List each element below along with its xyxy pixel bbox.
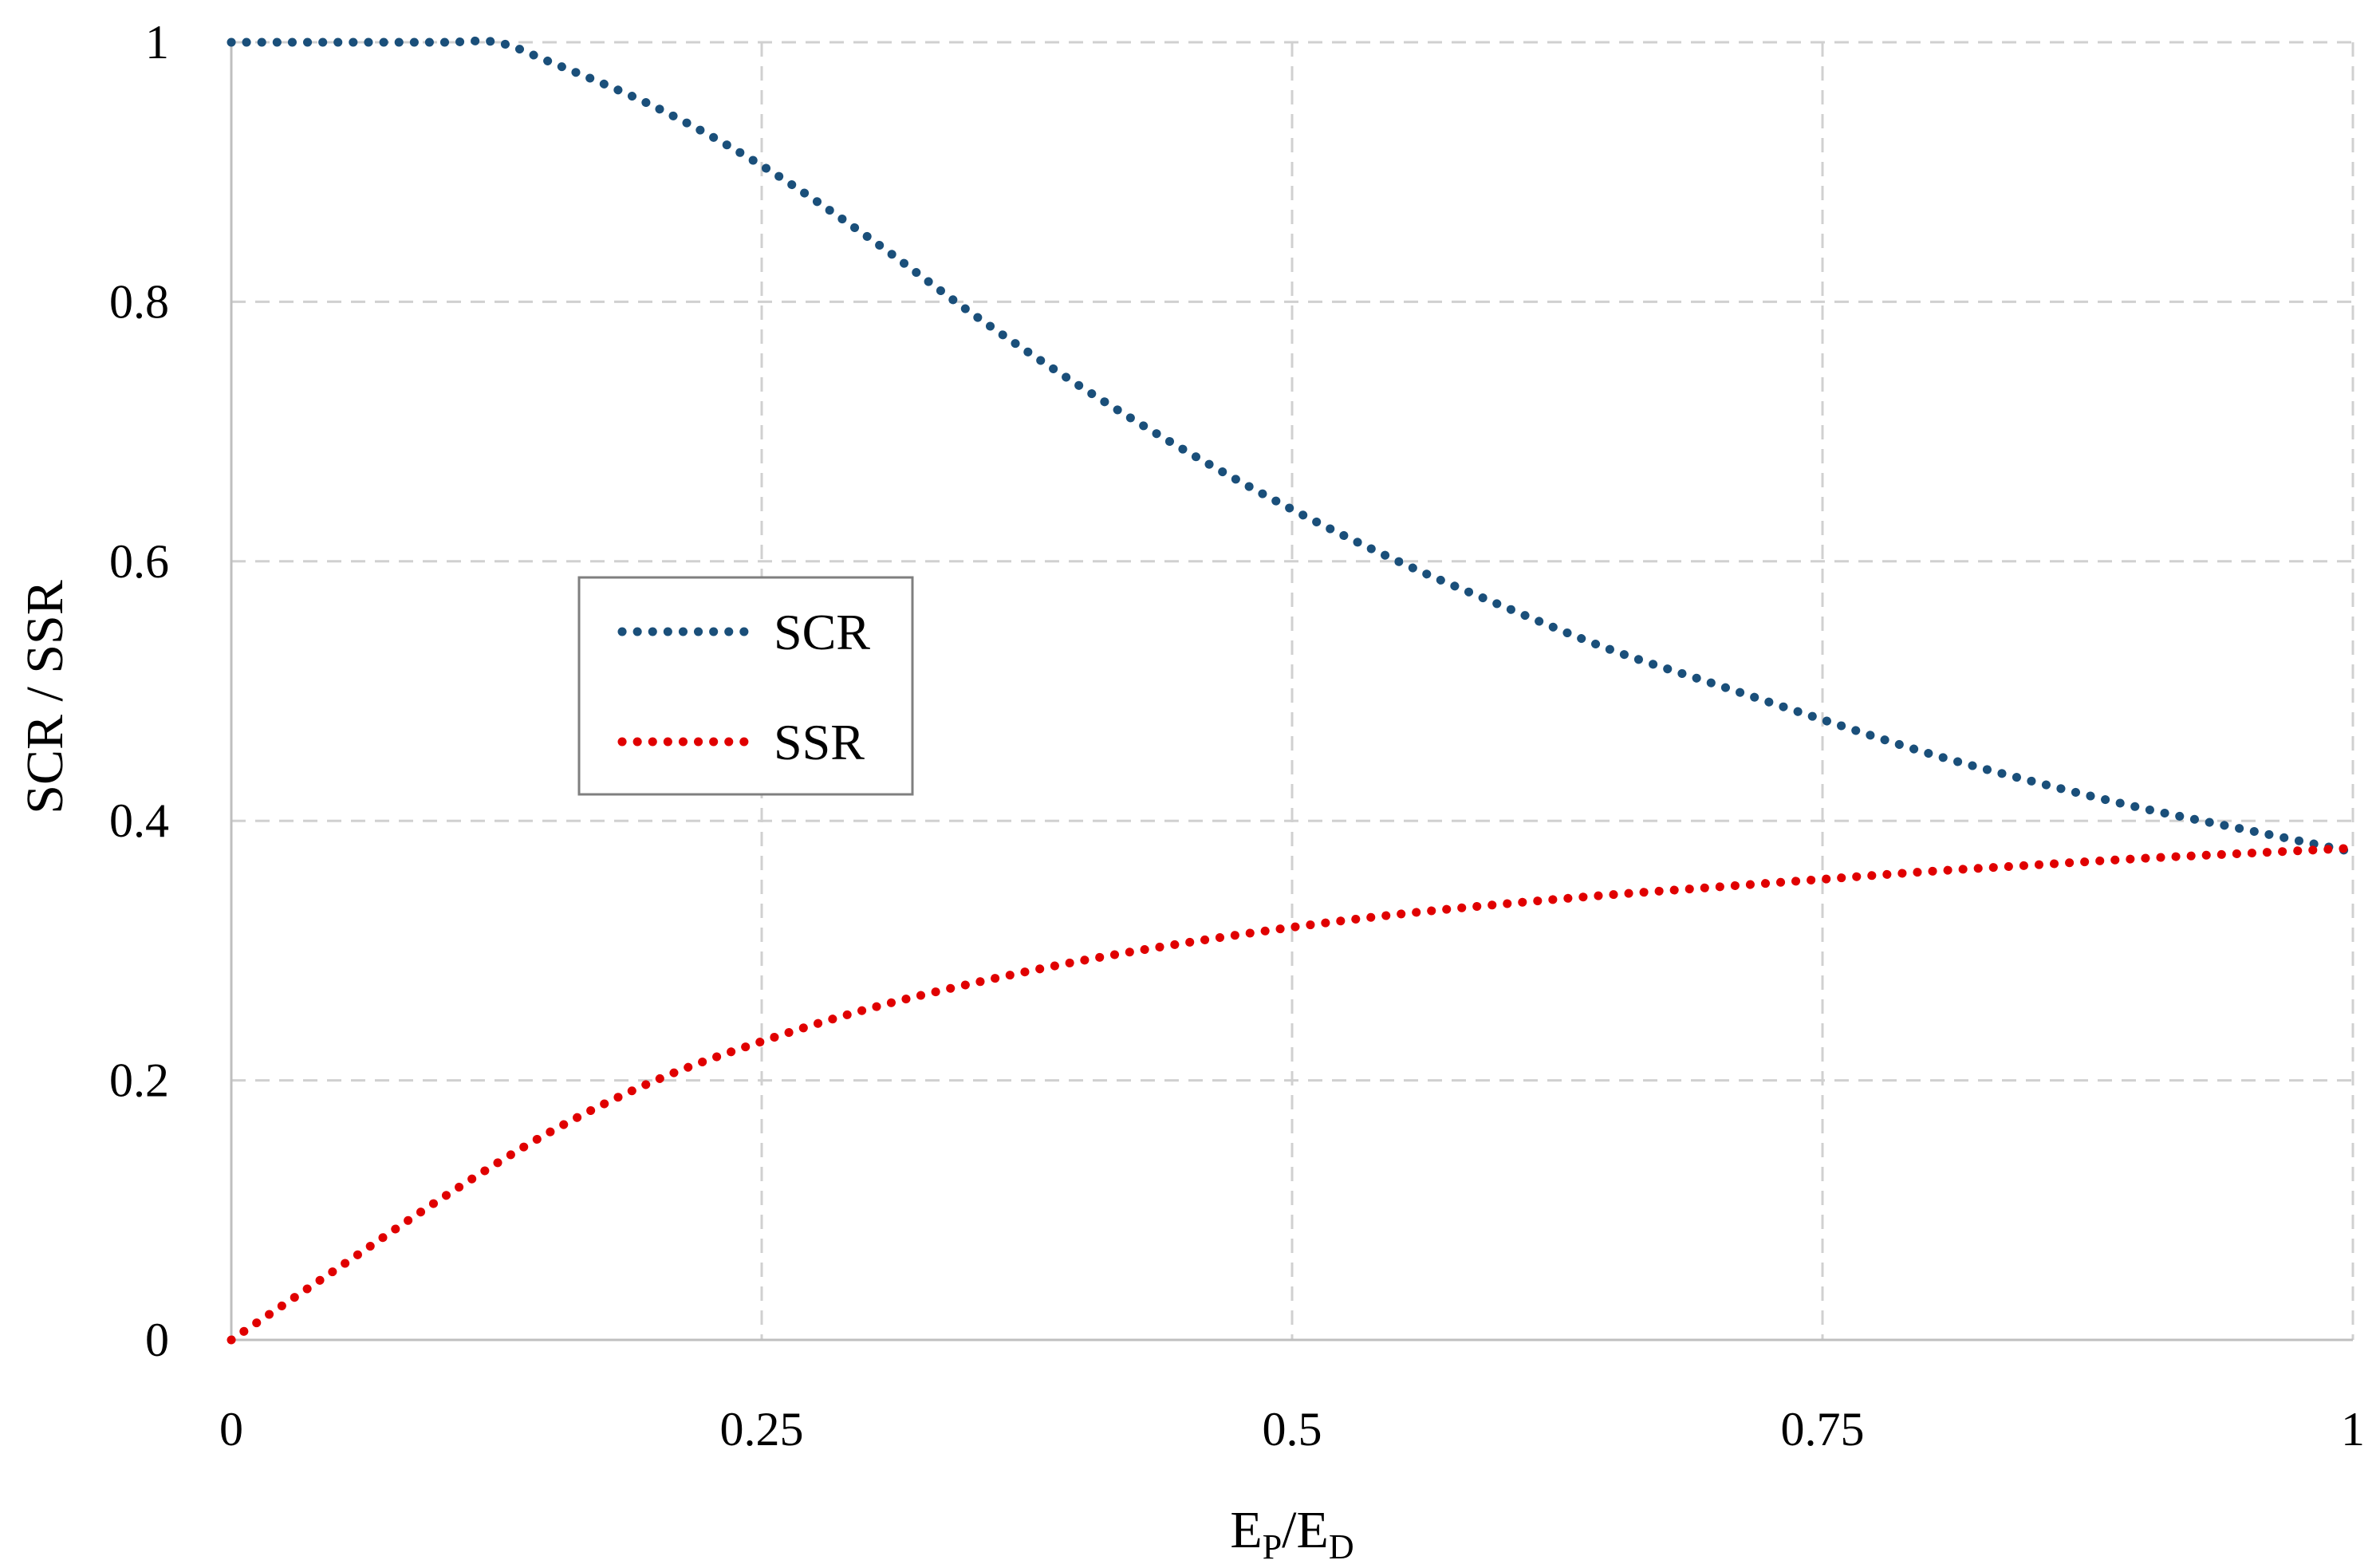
x-axis-title-sub1: P [1263, 1527, 1282, 1566]
series-line-ssr [227, 843, 2358, 1345]
y-axis-title: SCR / SSR [16, 580, 74, 814]
x-axis-title-e1: E [1230, 1501, 1262, 1559]
y-tick-labels: 0 0.2 0.4 0.6 0.8 1 [109, 16, 169, 1366]
x-axis-title-sub2: D [1329, 1527, 1354, 1566]
x-tick-label: 0.5 [1263, 1403, 1322, 1456]
x-tick-label: 0.75 [1781, 1403, 1865, 1456]
x-tick-label: 0.25 [720, 1403, 804, 1456]
y-tick-label: 1 [145, 16, 169, 69]
x-axis-title-e2: E [1297, 1501, 1329, 1559]
legend-box [577, 576, 914, 796]
series [227, 36, 2358, 1345]
y-tick-label: 0.4 [109, 794, 169, 847]
legend-label-scr: SCR [774, 604, 870, 660]
series-line-scr [227, 36, 2358, 857]
x-tick-label: 0 [219, 1403, 243, 1456]
y-tick-label: 0 [145, 1314, 169, 1366]
y-tick-label: 0.2 [109, 1054, 169, 1107]
y-tick-label: 0.8 [109, 275, 169, 328]
legend: SCR SSR [577, 576, 914, 796]
legend-label-ssr: SSR [774, 714, 865, 770]
axes [230, 42, 2353, 1341]
x-axis-title-sep: / [1282, 1501, 1297, 1559]
x-axis-title: EP/ED [1230, 1501, 1354, 1566]
y-tick-label: 0.6 [109, 535, 169, 588]
x-tick-labels: 0 0.25 0.5 0.75 1 [219, 1403, 2365, 1456]
legend-entries: SCR SSR [617, 604, 870, 770]
x-tick-label: 1 [2341, 1403, 2365, 1456]
